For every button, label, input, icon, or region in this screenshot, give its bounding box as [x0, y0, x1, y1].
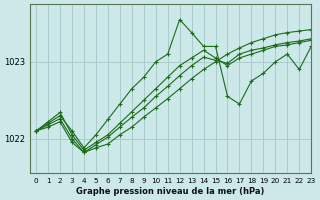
- X-axis label: Graphe pression niveau de la mer (hPa): Graphe pression niveau de la mer (hPa): [76, 187, 265, 196]
